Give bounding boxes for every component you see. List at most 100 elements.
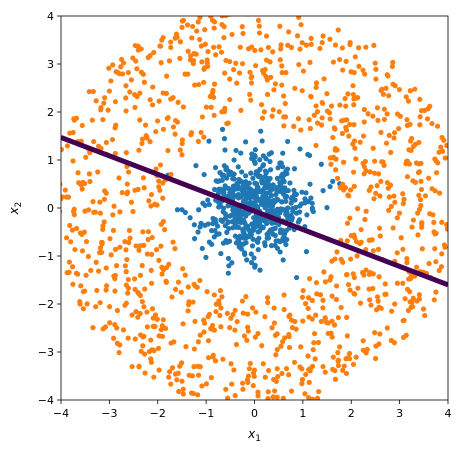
data-point [380,159,386,165]
data-point [345,91,351,97]
data-point [281,207,287,213]
data-point [371,196,377,202]
data-point [177,55,183,61]
data-point [246,185,252,191]
data-point [147,53,153,59]
data-point [158,243,164,249]
data-point [370,271,376,277]
data-point [416,192,422,198]
data-point [309,297,315,304]
data-point [221,205,227,211]
data-point [189,373,196,379]
data-point [352,54,358,60]
data-point [179,140,185,147]
data-point [199,383,205,389]
data-point [228,361,234,367]
data-point [100,116,106,123]
data-point [317,292,324,298]
data-point [299,40,305,46]
data-point [361,106,367,113]
data-point [270,198,276,204]
data-point [283,198,289,204]
data-point [344,117,350,123]
data-point [422,312,428,319]
data-point [295,219,301,225]
data-point [361,163,367,170]
data-point [110,62,116,68]
data-point [69,264,76,270]
x-tick-label: 4 [445,407,452,420]
data-point [226,226,232,232]
data-point [249,74,255,80]
data-point [103,283,110,289]
data-point [157,43,163,49]
data-point [382,281,388,287]
data-point [306,314,312,320]
data-point [61,181,63,187]
data-point [126,227,133,234]
data-point [308,94,314,100]
data-point [173,286,179,292]
data-point [377,193,383,199]
data-point [327,155,333,161]
data-point [283,69,289,76]
data-point [321,76,327,82]
data-point [252,195,258,202]
data-point [172,35,178,41]
data-point [243,139,249,145]
data-point [231,367,237,373]
y-tick-label: 4 [47,10,54,23]
data-point [276,109,282,115]
data-point [303,301,309,307]
data-point [219,126,226,132]
data-point [278,227,284,233]
data-point [123,150,129,156]
data-point [114,307,120,314]
data-point [139,136,146,142]
data-point [255,239,261,245]
data-point [194,28,200,34]
data-point [97,245,104,251]
data-point [230,311,236,318]
data-point [343,127,350,133]
data-point [436,190,443,196]
y-tick-label: −4 [38,394,54,407]
data-point [243,173,249,179]
data-point [281,233,287,239]
data-point [146,198,152,204]
data-point [106,65,112,71]
data-point [209,326,215,332]
data-point [153,166,159,172]
data-point [363,267,369,273]
data-point [442,155,448,161]
data-point [155,345,162,351]
data-point [330,134,336,141]
data-point [111,335,117,341]
data-point [188,390,195,396]
data-point [337,344,343,350]
data-point [302,196,308,202]
data-point [377,233,383,239]
data-point [375,298,381,304]
data-point [213,308,219,315]
data-point [137,332,144,338]
data-point [158,221,164,227]
data-point [90,198,96,205]
data-point [362,216,368,223]
data-point [130,208,136,215]
data-point [299,189,305,195]
data-point [404,174,411,180]
data-point [258,225,265,231]
line-layer [61,135,448,288]
data-point [416,292,422,298]
data-point [97,210,103,216]
data-point [330,178,336,184]
data-point [350,141,356,147]
data-point [339,45,345,51]
data-point [285,205,291,211]
data-point [236,70,243,76]
data-point [186,302,192,308]
data-point [164,73,170,79]
data-point [232,327,238,333]
data-point [144,324,150,330]
